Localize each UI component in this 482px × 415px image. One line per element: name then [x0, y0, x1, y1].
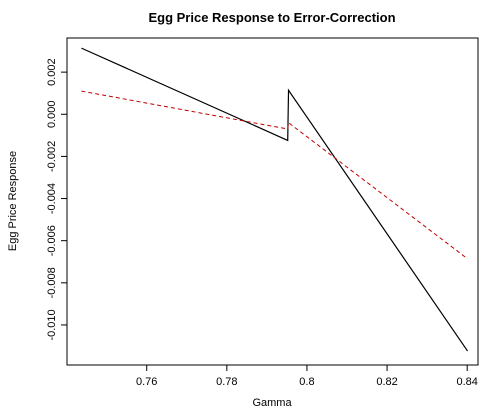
y-tick-label: -0.008	[46, 267, 58, 298]
x-tick-label: 0.78	[216, 376, 237, 388]
y-axis-label: Egg Price Response	[7, 151, 19, 251]
data-line	[81, 90, 468, 260]
y-tick-label: 0.002	[46, 58, 58, 86]
y-tick-label: 0.000	[46, 101, 58, 129]
x-tick-label: 0.82	[376, 376, 397, 388]
y-tick-label: -0.010	[46, 309, 58, 340]
plot-frame	[66, 37, 479, 366]
data-line	[81, 47, 469, 352]
y-tick-label: -0.002	[46, 141, 58, 172]
chart-title: Egg Price Response to Error-Correction	[148, 10, 395, 25]
x-tick-label: 0.84	[456, 376, 477, 388]
x-tick-label: 0.76	[136, 376, 157, 388]
x-tick-label: 0.8	[299, 376, 314, 388]
x-axis-label: Gamma	[252, 397, 292, 409]
y-tick-label: -0.004	[46, 183, 58, 214]
y-tick-label: -0.006	[46, 225, 58, 256]
